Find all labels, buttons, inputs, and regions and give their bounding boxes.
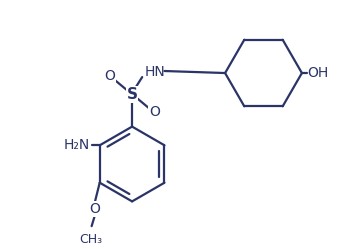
Text: O: O bbox=[149, 105, 160, 120]
Text: S: S bbox=[126, 87, 138, 102]
Text: O: O bbox=[89, 202, 100, 216]
Text: CH₃: CH₃ bbox=[79, 233, 102, 246]
Text: HN: HN bbox=[144, 65, 165, 79]
Text: H₂N: H₂N bbox=[63, 138, 90, 152]
Text: OH: OH bbox=[307, 66, 328, 80]
Text: O: O bbox=[104, 69, 115, 83]
